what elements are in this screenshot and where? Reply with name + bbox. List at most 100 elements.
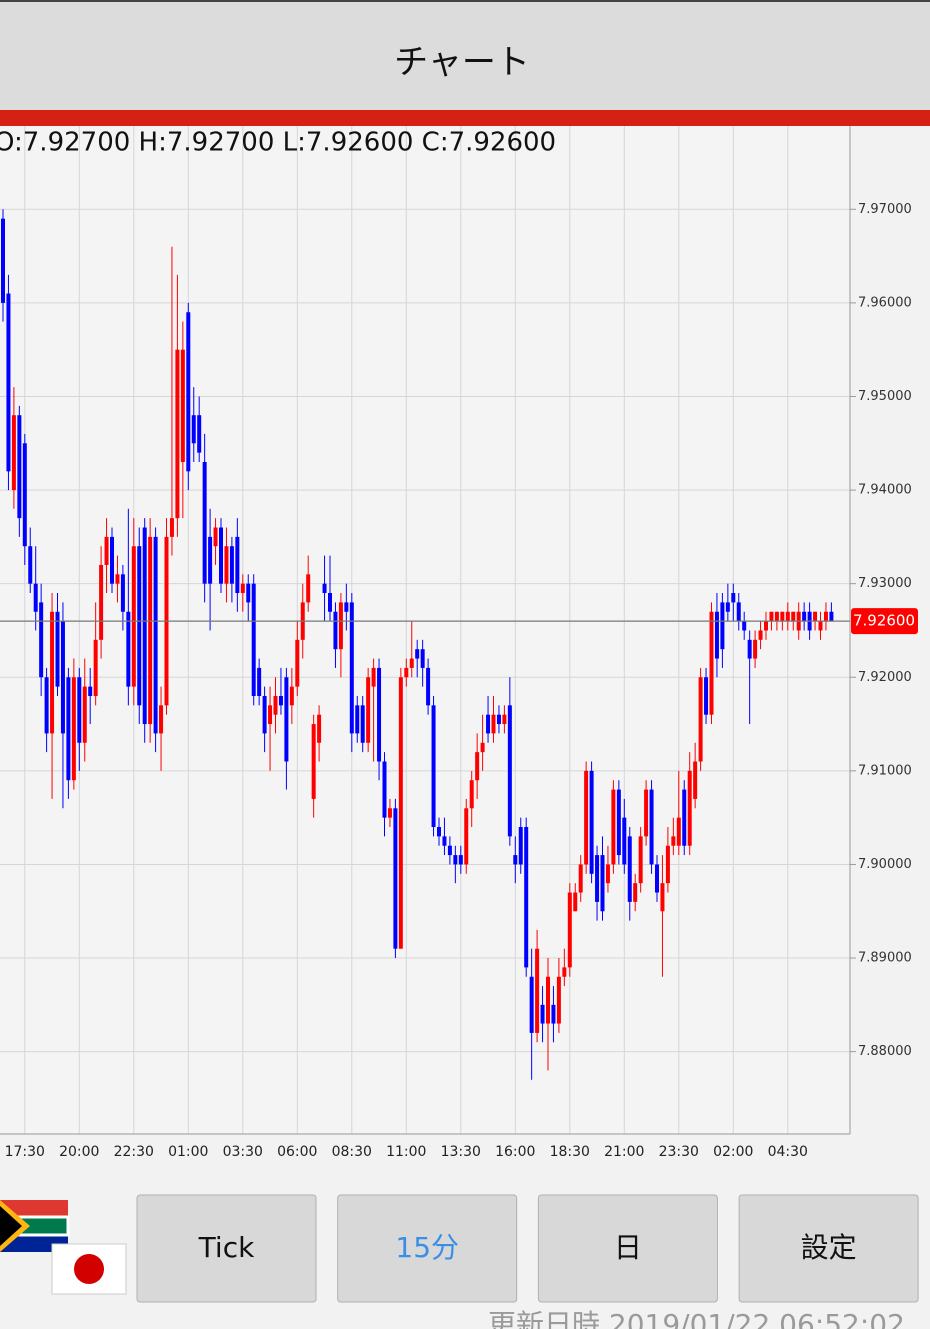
- candle-body: [469, 780, 474, 809]
- candle-body: [486, 714, 491, 734]
- candle-body: [257, 667, 262, 696]
- candle-body: [110, 536, 114, 584]
- candle-body: [235, 536, 240, 594]
- candle-body: [349, 602, 354, 734]
- candle-body: [33, 583, 38, 612]
- x-tick-label: 18:30: [550, 1144, 590, 1160]
- y-tick-label: 7.92000: [858, 670, 912, 685]
- x-tick-label: 11:00: [386, 1144, 426, 1160]
- candle-body: [338, 602, 343, 650]
- flag-stripe: [0, 1235, 68, 1252]
- candle-body: [191, 415, 196, 444]
- last-price-box: [851, 608, 918, 635]
- y-tick-label: 7.95000: [858, 389, 912, 404]
- y-tick-label: 7.90000: [858, 857, 912, 872]
- candle-body: [655, 864, 659, 893]
- candle-body: [82, 686, 87, 743]
- candle-body: [518, 827, 523, 865]
- candle-body: [224, 546, 229, 584]
- button[interactable]: [337, 1194, 518, 1303]
- candle-body: [720, 602, 725, 650]
- candle-body: [55, 611, 60, 687]
- candle-body: [736, 602, 741, 622]
- candle-body: [159, 705, 164, 734]
- button-label[interactable]: Tick: [198, 1231, 255, 1264]
- candle-body: [742, 621, 747, 631]
- header-title: チャート: [394, 43, 530, 83]
- candle-body: [44, 677, 49, 734]
- candle-body: [93, 639, 98, 696]
- button[interactable]: [738, 1194, 919, 1303]
- candle-body: [289, 686, 294, 706]
- y-tick-label: 7.88000: [858, 1044, 912, 1059]
- candle-body: [60, 621, 65, 734]
- x-tick-label: 02:00: [713, 1144, 753, 1160]
- candle-body: [169, 518, 174, 537]
- y-tick-label: 7.91000: [858, 763, 912, 778]
- candle-body: [229, 546, 234, 584]
- candle-body: [529, 976, 534, 1033]
- candle-body: [458, 855, 463, 865]
- candle-body: [317, 714, 322, 743]
- candle-body: [556, 976, 561, 1024]
- x-tick-label: 13:30: [441, 1144, 481, 1160]
- candle-body: [404, 667, 409, 678]
- candle-body: [818, 621, 823, 631]
- candle-body: [284, 677, 289, 762]
- header-border: [0, 0, 930, 2]
- y-tick-label: 7.96000: [858, 295, 912, 310]
- y-tick-label: 7.89000: [858, 951, 912, 966]
- candle-body: [753, 639, 758, 659]
- button-label[interactable]: 設定: [801, 1231, 857, 1264]
- candle-body: [153, 536, 158, 734]
- candle-body: [704, 677, 709, 715]
- candle-body: [6, 293, 11, 472]
- candle-body: [382, 761, 387, 818]
- candle-body: [295, 639, 300, 687]
- candle-body: [725, 602, 730, 612]
- candle-body: [774, 611, 779, 622]
- candle-body: [268, 705, 273, 725]
- button[interactable]: [136, 1194, 317, 1303]
- candle-body: [11, 415, 16, 491]
- candle-body: [39, 602, 44, 678]
- candle-body: [197, 415, 202, 453]
- candle-body: [387, 808, 392, 818]
- candle-body: [676, 817, 681, 846]
- candle-body: [22, 443, 27, 547]
- candle-body: [371, 667, 376, 687]
- candle-body: [99, 564, 104, 640]
- candle-body: [464, 808, 469, 865]
- candle-body: [496, 714, 501, 725]
- candle-body: [813, 611, 818, 622]
- candle-body: [137, 546, 142, 706]
- candle-body: [802, 611, 807, 622]
- candle-body: [589, 770, 594, 874]
- candle-body: [115, 574, 120, 584]
- candle-body: [442, 836, 447, 846]
- candle-body: [693, 761, 698, 799]
- candle-body: [551, 1004, 556, 1024]
- candle-body: [142, 527, 147, 725]
- flag-sun: [74, 1254, 104, 1284]
- accent-bar: [0, 110, 930, 126]
- candle-body: [1, 218, 5, 303]
- candle-body: [649, 789, 654, 865]
- button-label[interactable]: 15分: [395, 1231, 459, 1264]
- candle-body: [611, 789, 616, 865]
- candle-body: [431, 705, 436, 828]
- flag-za: [0, 1200, 70, 1252]
- candle-body: [66, 677, 71, 781]
- candle-body: [671, 836, 676, 846]
- candle-body: [251, 583, 256, 696]
- candle-body: [829, 611, 834, 622]
- candle-body: [360, 705, 365, 743]
- y-tick-label: 7.94000: [858, 483, 912, 498]
- y-tick-label: 7.93000: [858, 576, 912, 591]
- button[interactable]: [537, 1194, 718, 1303]
- candle-body: [595, 855, 600, 902]
- button-label[interactable]: 日: [614, 1231, 642, 1264]
- candle-body: [355, 705, 360, 734]
- x-tick-label: 22:30: [114, 1144, 154, 1160]
